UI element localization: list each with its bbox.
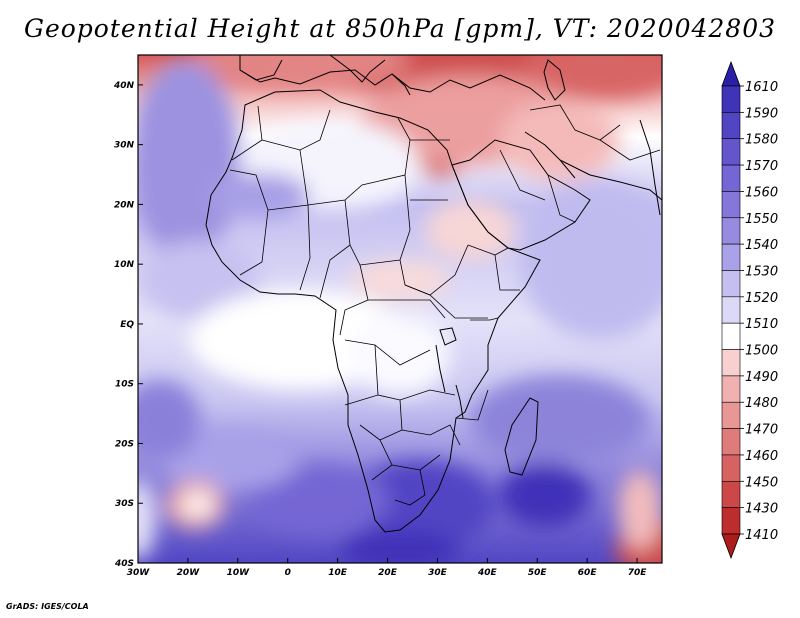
x-tick-label: 70E	[628, 568, 648, 578]
coastlines	[205, 55, 662, 533]
colorbar-label: 1590	[745, 106, 778, 121]
colorbar-swatch	[721, 349, 741, 377]
colorbar-swatch	[721, 270, 741, 298]
geopotential-field	[138, 55, 662, 563]
colorbar-swatch	[721, 375, 741, 403]
lake-victoria	[439, 327, 457, 346]
y-tick-label: 10S	[115, 380, 134, 390]
x-tick-label: 40E	[477, 568, 498, 578]
x-tick-label: 20W	[177, 568, 201, 578]
x-tick-label: 50E	[528, 568, 548, 578]
y-tick-label: 20N	[114, 200, 135, 210]
x-tick-label: 10E	[328, 568, 348, 578]
madagascar	[504, 397, 539, 476]
colorbar-label: 1520	[745, 291, 778, 306]
colorbar-swatch	[721, 85, 741, 113]
y-tick-label: 10N	[114, 260, 135, 270]
persian-gulf	[524, 131, 576, 179]
india-west	[639, 119, 661, 216]
colorbar-label: 1550	[745, 212, 778, 227]
x-tick-label: 30E	[428, 568, 448, 578]
chart-title: Geopotential Height at 850hPa [gpm], VT:…	[23, 14, 777, 43]
iran-coast	[559, 159, 662, 201]
colorbar-swatch	[721, 454, 741, 482]
colorbar-swatch	[721, 191, 741, 219]
colorbar-swatch	[721, 296, 741, 324]
colorbar-label: 1480	[745, 396, 778, 411]
colorbar-swatch	[721, 401, 741, 429]
x-tick-label: 30W	[127, 568, 151, 578]
colorbar-label: 1410	[745, 528, 778, 543]
colorbar-bottom-arrow	[721, 533, 741, 560]
colorbar-label: 1570	[745, 159, 778, 174]
y-tick-label: 20S	[115, 439, 134, 449]
colorbar-label: 1610	[745, 80, 778, 95]
caspian	[543, 59, 566, 101]
colorbar-label: 1490	[745, 370, 778, 385]
colorbar-label: 1530	[745, 264, 778, 279]
colorbar-label: 1580	[745, 133, 778, 148]
iberia	[239, 55, 283, 81]
africa-outline	[205, 89, 541, 533]
lake-malawi	[455, 384, 464, 419]
colorbar-swatch	[721, 322, 741, 350]
colorbar-label: 1540	[745, 238, 778, 253]
plot-frame	[137, 54, 663, 564]
y-tick-label: 30N	[114, 141, 135, 151]
lake-tanganyika	[435, 344, 446, 393]
grads-credit: GrADS: IGES/COLA	[6, 602, 89, 611]
country-borders	[229, 104, 661, 506]
x-tick-label: 20E	[378, 568, 398, 578]
colorbar-top-arrow	[721, 60, 741, 87]
x-tick-label: 0	[285, 568, 291, 578]
colorbar-swatch	[721, 243, 741, 271]
y-tick-label: 30S	[115, 499, 134, 509]
colorbar-label: 1450	[745, 475, 778, 490]
y-tick-label: EQ	[120, 320, 134, 330]
colorbar-swatch	[721, 112, 741, 140]
italy-balkans	[329, 55, 411, 96]
colorbar-swatch	[721, 428, 741, 456]
colorbar-label: 1460	[745, 449, 778, 464]
colorbar: 1610 1590 1580 1570 1560 1550 1540 1530 1520 1510…	[721, 60, 778, 560]
colorbar-swatch	[721, 480, 741, 508]
x-tick-label: 10W	[227, 568, 251, 578]
y-tick-label: 40S	[114, 559, 134, 569]
colorbar-label: 1500	[745, 344, 778, 359]
colorbar-swatch	[721, 138, 741, 166]
colorbar-label: 1430	[745, 502, 778, 517]
axis-ticks: 30W 20W 10W 0 10E 20E 30E 40E 50E 60E 70E 40N 30N 20N…	[113, 81, 647, 578]
colorbar-swatch	[721, 507, 741, 535]
colorbar-label: 1470	[745, 423, 778, 438]
x-tick-label: 60E	[578, 568, 598, 578]
y-tick-label: 40N	[113, 81, 135, 91]
arabian-peninsula	[451, 139, 591, 251]
colorbar-label: 1510	[745, 317, 778, 332]
colorbar-label: 1560	[745, 185, 778, 200]
colorbar-swatch	[721, 164, 741, 192]
colorbar-swatch	[721, 217, 741, 245]
